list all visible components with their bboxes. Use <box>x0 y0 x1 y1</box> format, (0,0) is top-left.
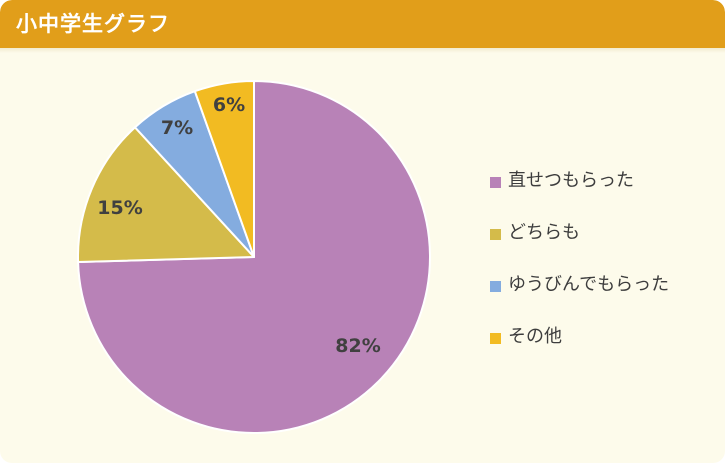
legend-swatch <box>490 333 501 344</box>
slice-data-label: 15% <box>97 197 142 219</box>
slice-data-label: 6% <box>213 94 245 116</box>
slice-data-label: 82% <box>335 335 380 357</box>
pie-slice-2 <box>77 126 255 264</box>
legend-swatch <box>490 177 501 188</box>
slice-data-label: 7% <box>161 117 193 139</box>
legend-swatch <box>490 281 501 292</box>
chart-title: 小中学生グラフ <box>16 12 170 36</box>
legend-label: 直せつもらった <box>508 170 634 191</box>
legend-label: その他 <box>508 326 562 347</box>
pie-slice-4 <box>193 80 255 258</box>
legend-swatch <box>490 229 501 240</box>
header-divider <box>0 48 725 53</box>
legend-label: ゆうびんでもらった <box>508 274 670 295</box>
legend-label: どちらも <box>508 222 580 243</box>
chart-header: 小中学生グラフ <box>0 0 725 48</box>
